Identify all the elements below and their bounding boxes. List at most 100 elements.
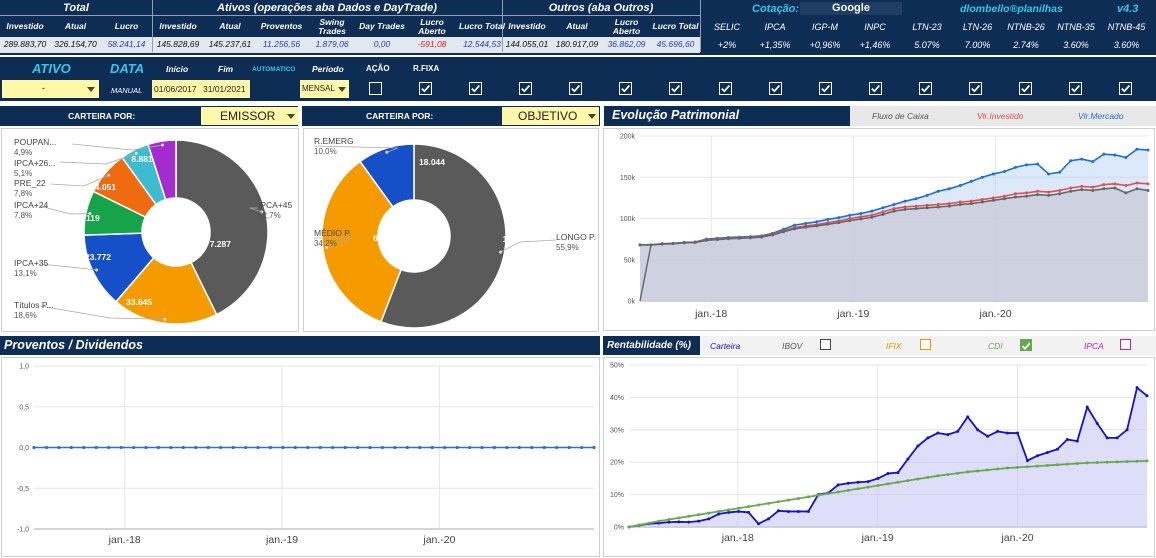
filter-checkbox[interactable] [669, 82, 682, 95]
carteira2-select[interactable]: OBJETIVO [502, 107, 599, 125]
data-point [144, 445, 148, 450]
legend-carteira[interactable]: Carteira [710, 341, 741, 351]
data-point [793, 227, 797, 231]
data-point [727, 508, 731, 512]
filter-checkbox[interactable] [569, 82, 582, 95]
filter-checkbox[interactable] [369, 82, 382, 95]
check-mark [821, 85, 831, 93]
data-point [1045, 450, 1049, 454]
filter-checkbox[interactable] [969, 82, 982, 95]
cotacao-value-cell: 3.60% [1113, 40, 1140, 50]
data-point [966, 470, 970, 474]
filter-checkbox[interactable] [1119, 82, 1132, 95]
pie-category-label: R.EMERG [314, 136, 354, 146]
periodo-label: Período [312, 64, 344, 74]
filter-checkbox[interactable] [419, 82, 432, 95]
legend-ibov[interactable]: IBOV [782, 341, 803, 351]
filter-checkbox[interactable] [769, 82, 782, 95]
data-point [991, 172, 995, 176]
data-point [837, 216, 841, 220]
legend-vlr-mercado[interactable]: Vlr.Mercado [1078, 111, 1124, 121]
ativo-label: ATIVO [32, 61, 71, 76]
data-point [958, 184, 962, 187]
data-point [1075, 461, 1079, 465]
leader-line [500, 239, 557, 253]
y-tick-label: 0k [628, 299, 636, 306]
data-point [1025, 465, 1029, 469]
check-mark [971, 85, 981, 93]
data-point [1135, 181, 1139, 185]
legend-cdi[interactable]: CDI [988, 341, 1003, 351]
data-point [430, 445, 434, 450]
data-point [866, 485, 870, 489]
data-point [542, 445, 546, 450]
legend-vlr-investido[interactable]: Vlr.Investido [977, 111, 1024, 121]
data-point [1146, 148, 1150, 152]
data-point [1002, 169, 1006, 173]
filter-checkbox[interactable] [1069, 82, 1082, 95]
data-point [786, 498, 790, 502]
summary-value-cell: -591,08 [417, 39, 447, 49]
data-point [355, 445, 360, 450]
fim-input[interactable]: 31/01/2021 [203, 84, 246, 94]
leader-dot [260, 210, 264, 214]
credit-label: dlombello®planilhas [960, 3, 1063, 15]
leader-dot [88, 212, 92, 216]
filter-checkbox[interactable] [469, 82, 482, 95]
filter-checkbox[interactable] [619, 82, 632, 95]
summary-value-cell: 326.154,70 [54, 39, 97, 49]
summary-header-cell: Lucro [114, 21, 139, 31]
ipca-checkbox[interactable] [1120, 339, 1131, 350]
y-tick-label: 150k [620, 175, 636, 182]
legend-ifix[interactable]: IFIX [886, 341, 902, 351]
data-point [991, 196, 995, 200]
data-point [306, 445, 310, 450]
data-point [956, 471, 960, 475]
data-point [1055, 463, 1059, 467]
carteira1-select[interactable]: EMISSOR [201, 107, 298, 125]
filter-checkbox[interactable] [919, 82, 932, 95]
cotacao-source[interactable]: Google [800, 2, 902, 15]
filter-checkbox[interactable] [1019, 82, 1032, 95]
data-point [231, 445, 235, 450]
filter-checkbox[interactable] [819, 82, 832, 95]
legend-ipca[interactable]: IPCA [1084, 341, 1104, 351]
data-point [380, 445, 385, 450]
data-point [1091, 188, 1095, 192]
date-range-inputs[interactable]: 01/06/2017 31/01/2021 [152, 80, 250, 98]
data-point [816, 493, 820, 497]
carteira2-label: CARTEIRA POR: [366, 111, 434, 121]
check-icon [771, 85, 781, 93]
data-point [804, 225, 808, 229]
data-point [1135, 187, 1139, 191]
pie-slice [147, 139, 177, 201]
data-point [796, 496, 800, 500]
series-area [629, 387, 1147, 527]
pie-slice [321, 160, 403, 323]
cdi-checkbox[interactable] [1020, 339, 1032, 351]
data-point [946, 473, 950, 477]
data-point [1058, 170, 1062, 174]
evolucao-chart: 0k 50k 100k 150k 200k jan.-18 jan.-19 jan.-20 [620, 134, 1150, 320]
ativo-select[interactable]: - [2, 80, 99, 98]
filter-checkbox[interactable] [719, 82, 732, 95]
x-tick-label: jan.-18 [108, 534, 141, 546]
pie-category-label: PRE_22 [14, 178, 46, 188]
filter-checkbox[interactable] [519, 82, 532, 95]
inicio-input[interactable]: 01/06/2017 [154, 84, 197, 94]
data-point [881, 212, 885, 216]
legend-fluxo-caixa[interactable]: Fluxo de Caixa [872, 111, 929, 121]
data-point [1025, 459, 1029, 463]
chevron-down-icon [338, 87, 346, 92]
ifix-checkbox[interactable] [920, 339, 931, 350]
data-point [986, 468, 990, 472]
data-point [1006, 466, 1010, 470]
data-point [1145, 459, 1149, 463]
ibov-checkbox[interactable] [820, 339, 831, 350]
periodo-select[interactable]: MENSAL [300, 80, 349, 98]
data-point [567, 445, 571, 450]
data-point [131, 445, 136, 450]
filter-checkbox[interactable] [869, 82, 882, 95]
data-point [757, 522, 760, 526]
data-point [793, 223, 797, 227]
